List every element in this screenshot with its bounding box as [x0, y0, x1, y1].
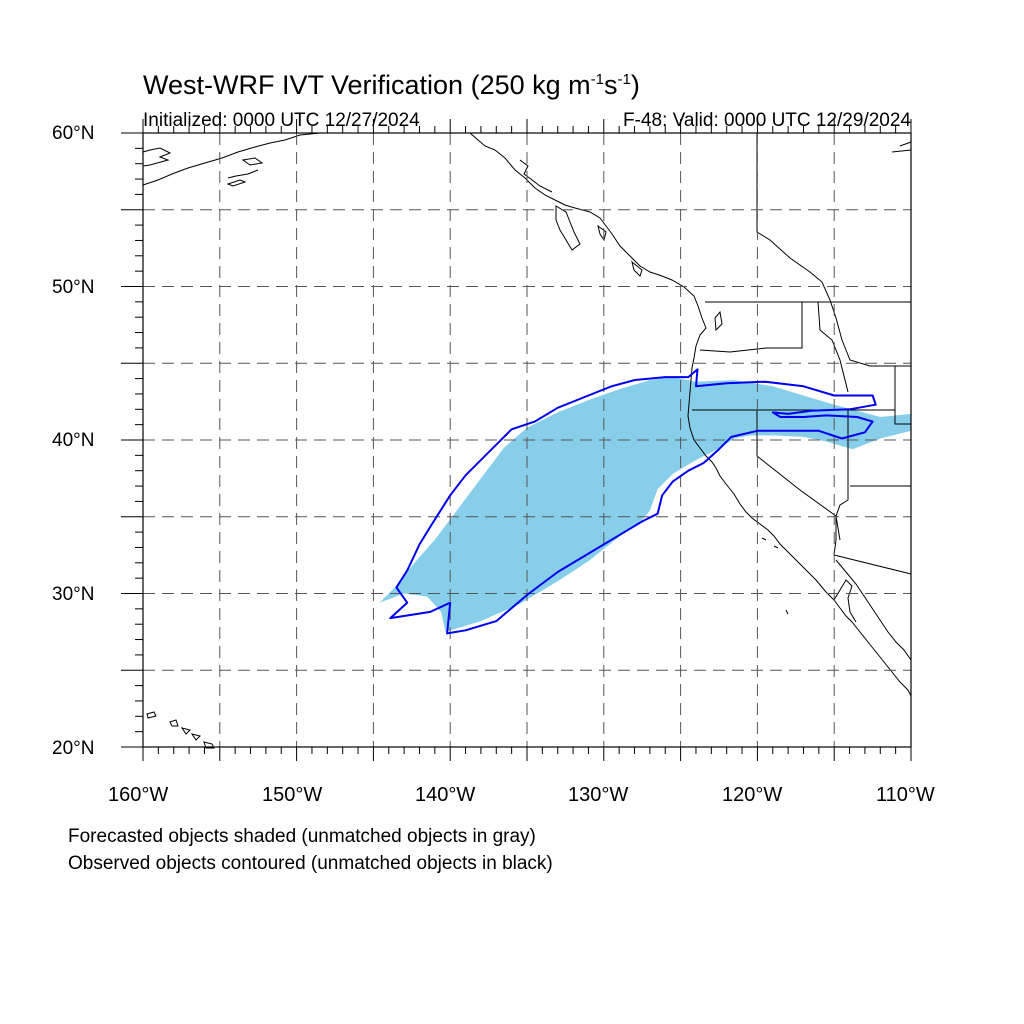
graticule-layer: [143, 133, 911, 747]
lon-label-130w: 130°W: [568, 784, 629, 806]
lat-label-20n: 20°N: [52, 738, 95, 759]
map-title: West-WRF IVT Verification (250 kg m-1s-1…: [143, 70, 640, 100]
lat-label-60n: 60°N: [52, 123, 95, 144]
lat-label-40n: 40°N: [52, 430, 95, 451]
coastline-layer: [142, 132, 912, 749]
forecast-object-layer: [379, 377, 911, 632]
initialized-time: Initialized: 0000 UTC 12/27/2024: [143, 110, 420, 131]
coastline-alaska: [142, 132, 345, 187]
lon-label-160w: 160°W: [108, 784, 169, 806]
lon-label-120w: 120°W: [722, 784, 783, 806]
lon-label-110w: 110°W: [876, 784, 935, 806]
coastline-hawaii: [146, 711, 215, 749]
valid-time: F-48: Valid: 0000 UTC 12/29/2024: [623, 110, 911, 131]
map-frame-layer: [121, 119, 912, 761]
observed-object-contour: [389, 368, 877, 635]
border-interior: [692, 133, 912, 575]
forecast-object-shading: [379, 377, 911, 632]
legend-note-forecast: Forecasted objects shaded (unmatched obj…: [68, 826, 536, 847]
coastline-small-features: [714, 141, 912, 615]
coastline-baja-gulf: [833, 559, 912, 661]
lon-label-150w: 150°W: [262, 784, 323, 806]
legend-note-observed: Observed objects contoured (unmatched ob…: [68, 853, 553, 874]
coastline-alaska-panhandle-islands: [519, 159, 643, 277]
coastline-west-coast-us: [687, 345, 912, 697]
lat-label-30n: 30°N: [52, 584, 95, 605]
observed-object-layer: [389, 368, 877, 635]
lat-label-50n: 50°N: [52, 277, 95, 298]
lon-label-140w: 140°W: [415, 784, 476, 806]
coastline-gulf-of-alaska: [469, 132, 707, 347]
